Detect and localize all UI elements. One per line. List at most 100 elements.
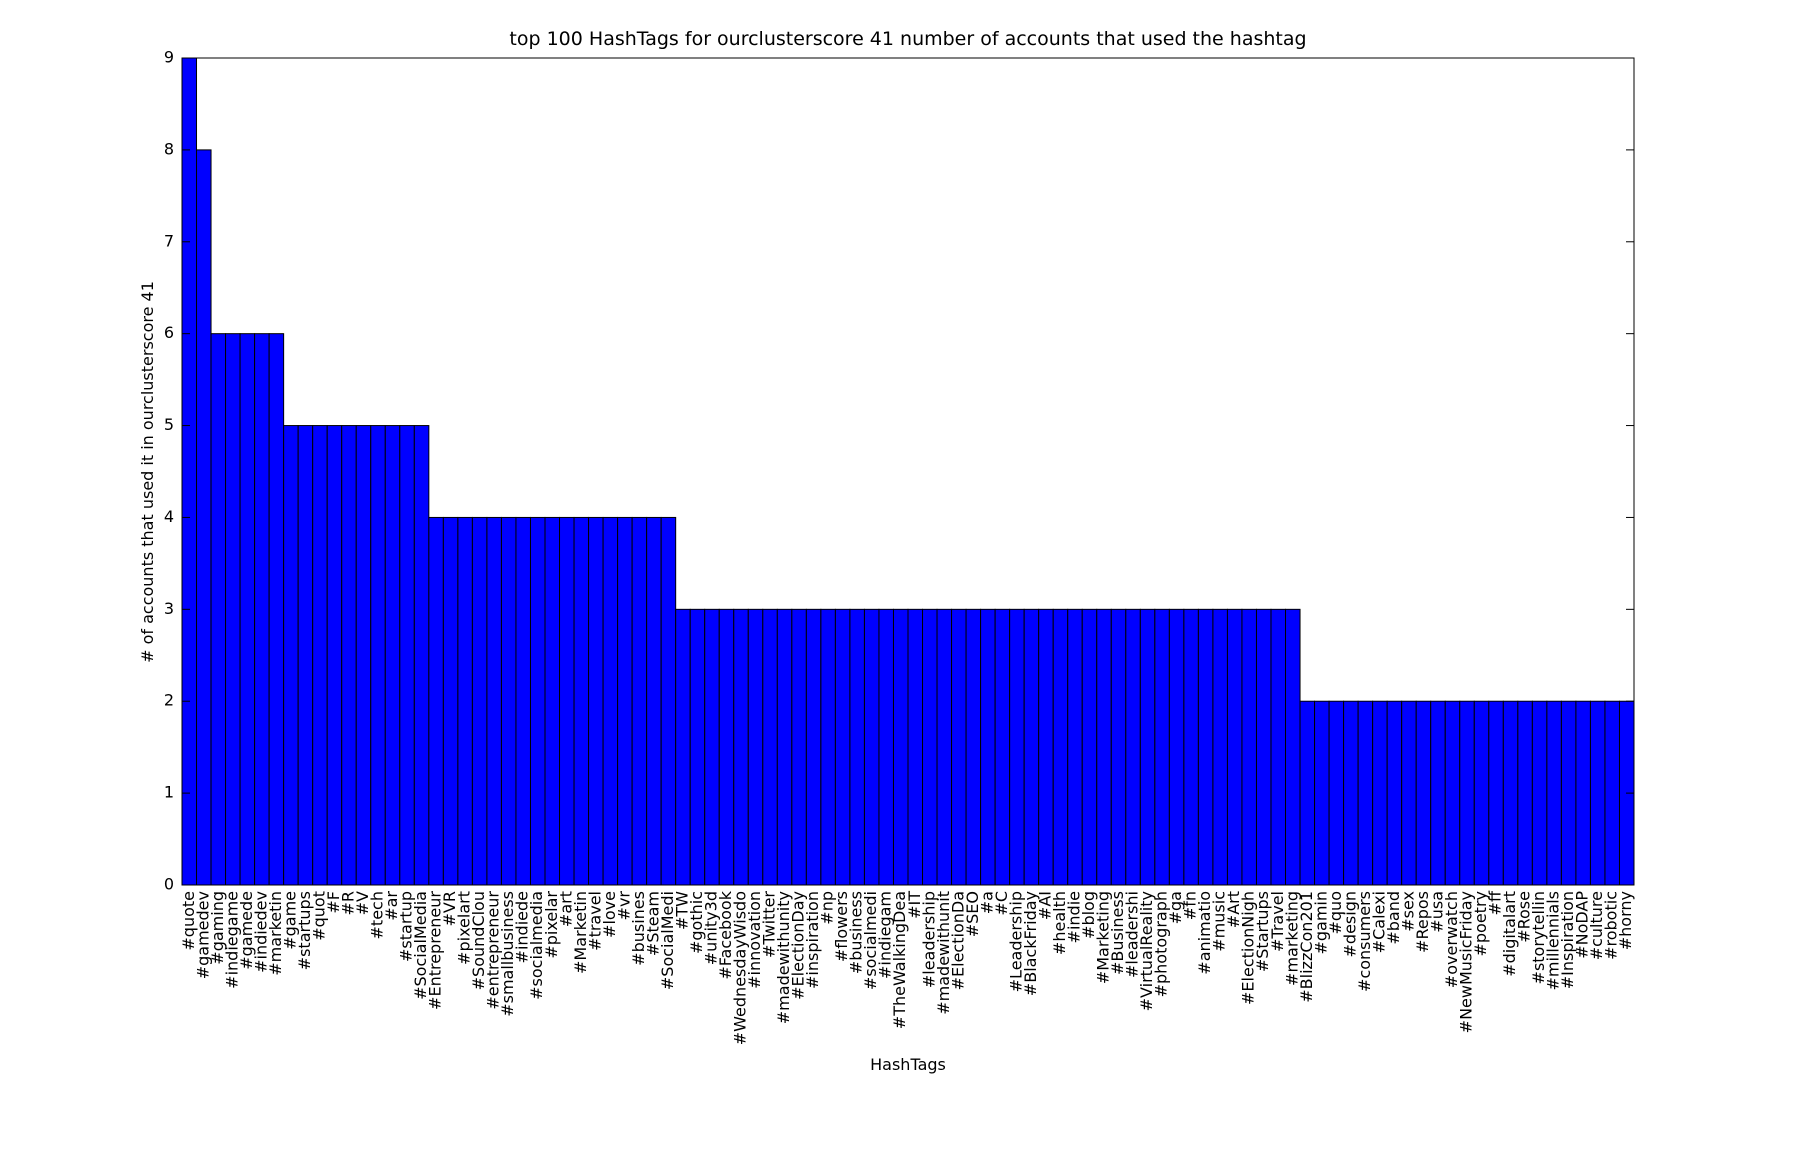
bar [1372,700,1388,886]
bar [181,57,198,886]
x-tick-label: #blog [1079,891,1098,939]
bar [776,608,793,886]
x-tick-label: #leadershi [1123,891,1142,978]
bar [1604,700,1620,886]
x-tick-label: #Steam [643,891,662,956]
x-tick-label: #busines [629,891,648,966]
bar [1531,700,1548,886]
bar [515,516,531,886]
bar [1343,700,1359,886]
bar [457,516,473,886]
bar [1386,700,1403,886]
y-tick-label: 5 [164,415,174,434]
x-tick-label: #BlizzCon201 [1297,891,1316,1003]
bar [1415,700,1432,886]
bar [1502,700,1519,886]
bar [486,516,502,886]
bar [370,425,386,886]
bar [573,516,590,886]
bar [646,516,662,886]
bar [326,425,343,886]
y-tick-label: 4 [164,507,174,526]
bar [1125,608,1141,886]
x-tick-label: #millennials [1544,891,1563,990]
x-tick-label: #quote [179,891,198,951]
y-tick-label: 1 [164,783,174,802]
bar [413,425,430,886]
x-tick-label: #VR [440,891,459,926]
bar [617,516,633,886]
bar [283,425,299,886]
x-tick-label: #gamede [237,891,256,970]
bar [544,516,561,886]
x-tick-label: #R [338,891,357,916]
x-tick-label: #TheWalkingDea [890,891,909,1029]
y-tick-label: 7 [164,231,174,250]
x-tick-label: #Marketing [1094,891,1113,984]
bar [631,516,648,886]
x-tick-label: #NoDAP [1573,891,1592,959]
bar [1197,608,1214,886]
x-tick-label: #unity3d [701,891,720,965]
bar [399,425,415,886]
x-tick-label: #C [992,891,1011,916]
bar [878,608,894,886]
bar [675,608,691,886]
bar [936,608,953,886]
bar [733,608,749,886]
x-axis-label: HashTags [870,1055,946,1074]
x-tick-label: #ga [1166,891,1185,924]
y-axis-label: # of accounts that used it in ourcluster… [138,281,157,663]
bar [1473,700,1490,886]
bar [1270,608,1287,886]
x-tick-label: #tech [368,891,387,939]
bar [1168,608,1185,886]
bar [907,608,924,886]
x-tick-label: #WednesdayWisdo [731,891,750,1045]
bar [225,333,241,886]
x-tick-label: #ElectionDa [948,891,967,990]
x-tick-label: #Entrepreneur [426,891,445,1010]
x-tick-label: #music [1210,891,1229,952]
x-tick-label: #gaming [208,891,227,965]
x-tick-label: #gamedev [193,891,212,979]
bar [1285,608,1301,886]
bar [892,608,909,886]
x-tick-label: #Calexi [1369,891,1388,953]
bar [1067,608,1083,886]
x-tick-label: #ar [382,891,401,921]
x-tick-label: #ElectionNigh [1239,891,1258,1005]
bar [1444,700,1461,886]
bar [660,516,677,886]
x-tick-label: #Business [1108,891,1127,975]
x-tick-label: #SocialMedi [658,891,677,990]
bar [1023,608,1040,886]
bar [834,608,851,886]
x-tick-label: #gothic [687,891,706,954]
bar [341,425,357,886]
x-tick-label: #horny [1616,891,1635,950]
bar [602,516,619,886]
y-tick-label: 6 [164,323,174,342]
x-tick-label: #quo [1326,891,1345,935]
bar [965,608,982,886]
x-tick-label: #AI [1035,891,1054,920]
bar [1589,700,1606,886]
x-tick-label: #animatio [1195,891,1214,975]
x-tick-label: #indiede [513,891,532,963]
bar [863,608,880,886]
bar [922,608,938,886]
x-tick-label: #travel [585,891,604,951]
bar [1488,700,1504,886]
x-tick-label: #game [280,891,299,950]
bar [718,608,735,886]
x-tick-label: #leadership [919,891,938,988]
bar [1328,700,1345,886]
x-tick-label: #indiegame [222,891,241,989]
y-tick-label: 2 [164,691,174,710]
x-tick-label: #overwatch [1442,891,1461,988]
x-tick-label: #Travel [1268,891,1287,952]
chart-title: top 100 HashTags for ourclusterscore 41 … [509,28,1306,50]
x-tick-label: #NewMusicFriday [1457,891,1476,1033]
